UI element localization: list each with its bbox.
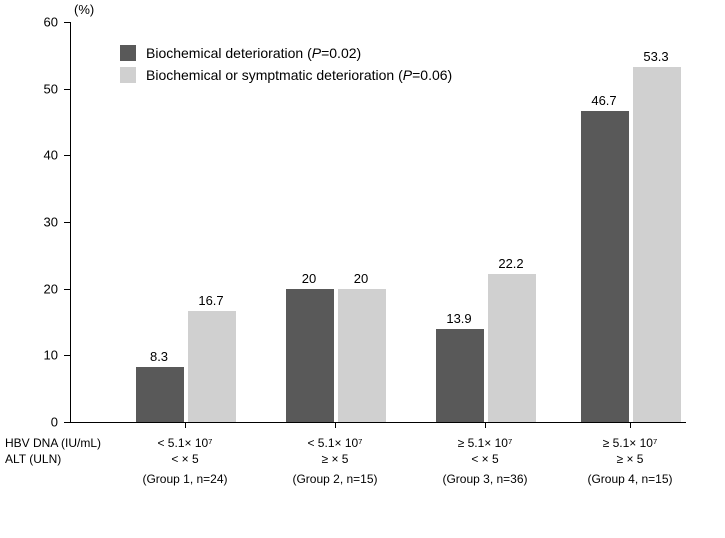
bar <box>488 274 536 422</box>
x-label-alt: < × 5 <box>471 452 498 466</box>
bar-value-label: 46.7 <box>591 93 616 108</box>
bar <box>436 329 484 422</box>
bar-value-label: 22.2 <box>498 256 523 271</box>
y-tick-label: 30 <box>0 215 58 230</box>
x-label-group: (Group 3, n=36) <box>442 472 527 486</box>
bar <box>286 289 334 422</box>
y-axis-title: (%) <box>74 2 94 17</box>
bar-value-label: 8.3 <box>150 349 168 364</box>
y-tick <box>64 155 70 156</box>
legend-swatch <box>120 45 136 61</box>
bar <box>188 311 236 422</box>
y-tick <box>64 22 70 23</box>
bar-value-label: 20 <box>354 271 368 286</box>
bar-value-label: 53.3 <box>643 49 668 64</box>
x-tick <box>485 422 486 428</box>
bar <box>136 367 184 422</box>
y-tick <box>64 422 70 423</box>
x-tick <box>185 422 186 428</box>
y-tick-label: 0 <box>0 415 58 430</box>
x-label-group: (Group 4, n=15) <box>587 472 672 486</box>
y-tick-label: 60 <box>0 15 58 30</box>
x-axis-title-hbv: HBV DNA (IU/mL) <box>5 436 101 450</box>
x-label-alt: ≥ × 5 <box>617 452 644 466</box>
x-label-group: (Group 1, n=24) <box>142 472 227 486</box>
legend-swatch <box>120 67 136 83</box>
x-label-hbv: < 5.1× 10⁷ <box>307 436 362 450</box>
bar <box>633 67 681 422</box>
y-tick-label: 20 <box>0 281 58 296</box>
legend-item: Biochemical or symptmatic deterioration … <box>120 67 452 83</box>
x-tick <box>335 422 336 428</box>
y-tick <box>64 355 70 356</box>
x-tick <box>630 422 631 428</box>
bar <box>581 111 629 422</box>
y-tick-label: 50 <box>0 81 58 96</box>
bar-value-label: 13.9 <box>446 311 471 326</box>
x-label-group: (Group 2, n=15) <box>292 472 377 486</box>
legend-label: Biochemical or symptmatic deterioration … <box>146 67 452 83</box>
legend-item: Biochemical deterioration (P=0.02) <box>120 45 452 61</box>
x-label-hbv: ≥ 5.1× 10⁷ <box>458 436 513 450</box>
bar-value-label: 20 <box>302 271 316 286</box>
x-label-alt: ≥ × 5 <box>322 452 349 466</box>
y-tick <box>64 289 70 290</box>
x-label-alt: < × 5 <box>171 452 198 466</box>
y-tick <box>64 222 70 223</box>
y-tick-label: 10 <box>0 348 58 363</box>
legend-label: Biochemical deterioration (P=0.02) <box>146 45 361 61</box>
y-tick-label: 40 <box>0 148 58 163</box>
x-axis-title-alt: ALT (ULN) <box>5 452 61 466</box>
x-label-hbv: ≥ 5.1× 10⁷ <box>603 436 658 450</box>
bar <box>338 289 386 422</box>
bar-chart: Biochemical deterioration (P=0.02) Bioche… <box>0 0 725 538</box>
x-label-hbv: < 5.1× 10⁷ <box>157 436 212 450</box>
bar-value-label: 16.7 <box>198 293 223 308</box>
legend: Biochemical deterioration (P=0.02) Bioche… <box>120 45 452 89</box>
y-tick <box>64 89 70 90</box>
